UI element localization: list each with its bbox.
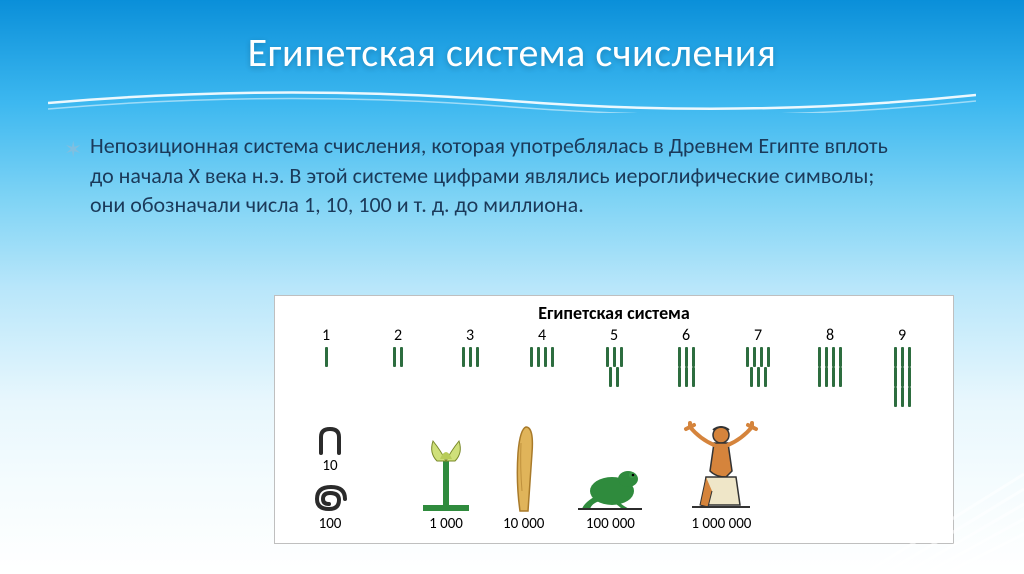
digit-strokes <box>894 347 911 411</box>
digit-strokes <box>818 347 842 411</box>
power-label-100000: 100 000 <box>586 515 635 533</box>
man-icon <box>676 421 766 513</box>
digit-col: 6 <box>653 326 719 411</box>
digits-grid: 1 2 3 4 5 6 7 8 9 <box>293 326 935 415</box>
power-10: 10 <box>313 425 347 475</box>
digit-strokes <box>325 347 328 411</box>
diagram-container: Египетская система 1 2 3 4 5 6 7 8 9 10 100 <box>274 295 954 544</box>
bullet-icon: ✶ <box>64 135 82 165</box>
digit-col: 9 <box>869 326 935 411</box>
digit-col: 3 <box>437 326 503 411</box>
digit-col: 5 <box>581 326 647 411</box>
power-label-10000: 10 000 <box>503 515 544 533</box>
digit-label: 4 <box>538 326 546 345</box>
lotus-icon <box>419 433 473 513</box>
digit-label: 5 <box>610 326 618 345</box>
ten-hundred-group: 10 100 <box>311 425 349 533</box>
digit-strokes <box>606 347 623 411</box>
power-100: 100 <box>311 483 349 533</box>
power-10000: 10 000 <box>503 423 544 533</box>
diagram-title: Египетская система <box>293 302 935 324</box>
power-100000: 100 000 <box>574 457 646 533</box>
digit-label: 3 <box>466 326 474 345</box>
wave-divider-icon <box>48 83 976 113</box>
power-label-1000000: 1 000 000 <box>691 515 751 533</box>
digit-label: 2 <box>394 326 402 345</box>
slide-title: Египетская система счисления <box>48 28 976 77</box>
digit-label: 1 <box>322 326 330 345</box>
powers-row: 10 100 1 000 <box>293 415 935 533</box>
digit-label: 7 <box>754 326 762 345</box>
power-label-100: 100 <box>319 515 342 533</box>
digit-strokes <box>678 347 695 411</box>
digit-col: 2 <box>365 326 431 411</box>
power-label-1000: 1 000 <box>429 515 463 533</box>
digit-col: 4 <box>509 326 575 411</box>
digit-col: 1 <box>293 326 359 411</box>
digit-strokes <box>746 347 770 411</box>
digit-strokes <box>393 347 403 411</box>
spiral-icon <box>311 483 349 513</box>
body-text-content: Непозиционная система счисления, которая… <box>90 132 888 218</box>
body-paragraph: ✶ Непозиционная система счисления, котор… <box>48 131 928 220</box>
digit-label: 8 <box>826 326 834 345</box>
digit-col: 7 <box>725 326 791 411</box>
digit-col: 8 <box>797 326 863 411</box>
title-wrap: Египетская система счисления <box>48 28 976 77</box>
power-1000000: 1 000 000 <box>676 421 766 533</box>
power-label-10: 10 <box>322 457 337 475</box>
digit-strokes <box>530 347 554 411</box>
power-1000: 1 000 <box>419 433 473 533</box>
finger-icon <box>506 423 542 513</box>
slide-container: Египетская система счисления ✶ Непозицио… <box>0 0 1024 574</box>
heel-icon <box>313 425 347 455</box>
digit-label: 9 <box>898 326 906 345</box>
digit-label: 6 <box>682 326 690 345</box>
digit-strokes <box>462 347 479 411</box>
frog-icon <box>574 457 646 513</box>
